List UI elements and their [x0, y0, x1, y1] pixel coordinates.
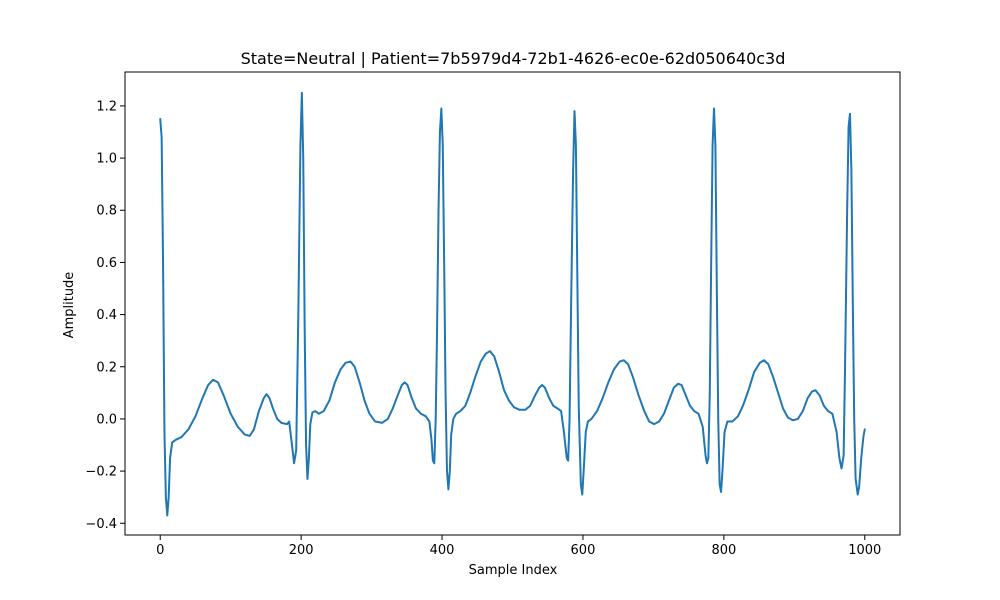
- y-tick-label: −0.2: [85, 465, 117, 480]
- x-tick-label: 200: [289, 543, 314, 558]
- x-tick-label: 400: [430, 543, 455, 558]
- y-tick-label: 0.4: [96, 308, 117, 323]
- y-axis-label: Amplitude: [62, 272, 77, 339]
- axes-frame: [124, 71, 901, 536]
- y-tick-label: 0.0: [96, 412, 117, 427]
- x-tick-label: 800: [711, 543, 736, 558]
- y-tick-label: 1.0: [96, 152, 117, 167]
- y-tick-label: 1.2: [96, 99, 117, 114]
- y-tick-label: 0.8: [96, 204, 117, 219]
- x-axis-label: Sample Index: [469, 563, 558, 578]
- y-tick-label: −0.4: [85, 517, 117, 532]
- x-tick-label: 1000: [848, 543, 881, 558]
- y-tick-label: 0.6: [96, 256, 117, 271]
- y-tick-label: 0.2: [96, 360, 117, 375]
- x-tick-label: 600: [571, 543, 596, 558]
- x-tick-label: 0: [156, 543, 164, 558]
- chart-title: State=Neutral | Patient=7b5979d4-72b1-46…: [241, 49, 786, 68]
- series-line-0: [159, 91, 866, 517]
- plot-area: 0 200 400 600 800 1000 −0.4 −0.2 0.0 0.2 0.4 0.6 0.8…: [85, 71, 901, 558]
